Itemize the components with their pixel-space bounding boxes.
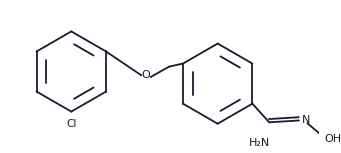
Text: OH: OH xyxy=(324,134,341,144)
Text: Cl: Cl xyxy=(66,119,76,129)
Text: N: N xyxy=(302,116,310,125)
Text: O: O xyxy=(142,70,150,80)
Text: H₂N: H₂N xyxy=(249,138,270,148)
